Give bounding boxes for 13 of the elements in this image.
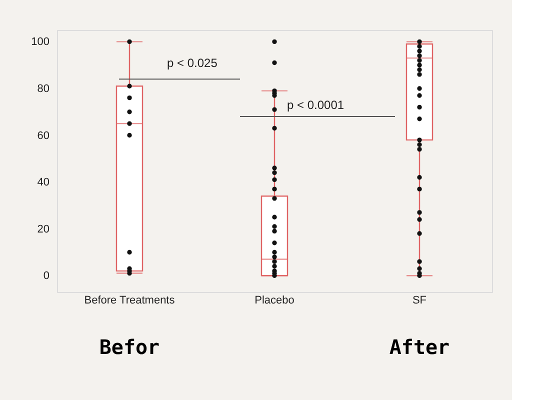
y-tick-label: 60 xyxy=(37,130,50,142)
x-tick-label: Before Treatments xyxy=(84,294,176,306)
y-tick-label: 40 xyxy=(37,176,50,189)
text: After xyxy=(389,335,450,359)
y-tick-label: 20 xyxy=(37,223,50,236)
annotation: p < 0.025 xyxy=(167,56,218,70)
x-tick-label: SF xyxy=(412,294,427,306)
x-tick-label: Placebo xyxy=(254,294,294,306)
y-tick-label: 100 xyxy=(31,36,50,48)
y-tick-label: 80 xyxy=(37,82,50,95)
y-tick-label: 0 xyxy=(43,270,50,282)
text: Befor xyxy=(99,335,160,359)
annotation: p < 0.0001 xyxy=(287,98,344,112)
